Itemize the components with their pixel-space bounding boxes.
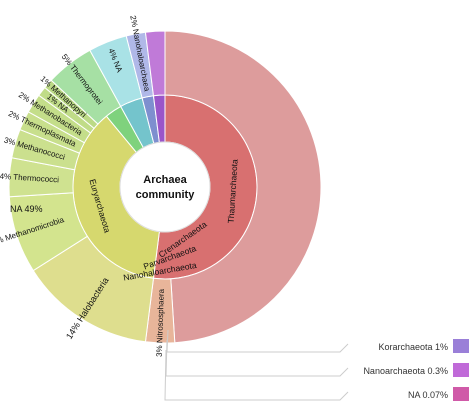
inner-label-thaumarchaeota: Thaumarchaeota: [226, 159, 240, 224]
legend-swatch-korarchaeota: [453, 339, 469, 353]
center-circle: [119, 141, 211, 233]
outer-label-thermococci-4: 4% Thermococci: [0, 172, 59, 185]
legend-leader-line-0: [166, 329, 349, 353]
legend-swatch-na: [453, 387, 469, 401]
center-hole: Archaea community: [119, 141, 211, 233]
center-title-line-2: community: [136, 189, 196, 201]
center-title-line-1: Archaea: [143, 174, 187, 186]
outer-ring: [8, 30, 322, 344]
legend-label-na: NA 0.07%: [408, 390, 448, 400]
legend-label-korarchaeota: Korarchaeota 1%: [378, 342, 448, 352]
legend: Korarchaeota 1% Nanoarchaeota 0.3% NA 0.07…: [164, 329, 469, 401]
legend-leader-line-1: [165, 339, 349, 377]
outer-slice-na-0: [164, 30, 322, 344]
outer-label-na-thaum: NA 49%: [10, 204, 43, 214]
outer-slice-unlabeled-13: [144, 30, 166, 97]
legend-label-nanoarchaeota: Nanoarchaeota 0.3%: [363, 366, 448, 376]
outer-label-nitrososphaera-1: 3% Nitrososphaera: [155, 288, 166, 357]
legend-swatch-nanoarchaeota: [453, 363, 469, 377]
legend-leader-line-2: [164, 349, 349, 401]
